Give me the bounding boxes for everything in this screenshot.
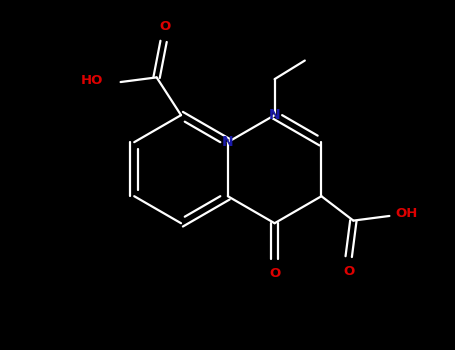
Text: O: O — [159, 20, 170, 33]
Text: O: O — [269, 267, 280, 280]
Text: OH: OH — [395, 206, 418, 219]
Text: N: N — [269, 108, 280, 122]
Text: N: N — [222, 135, 233, 149]
Text: HO: HO — [81, 75, 103, 88]
Text: O: O — [343, 265, 354, 278]
